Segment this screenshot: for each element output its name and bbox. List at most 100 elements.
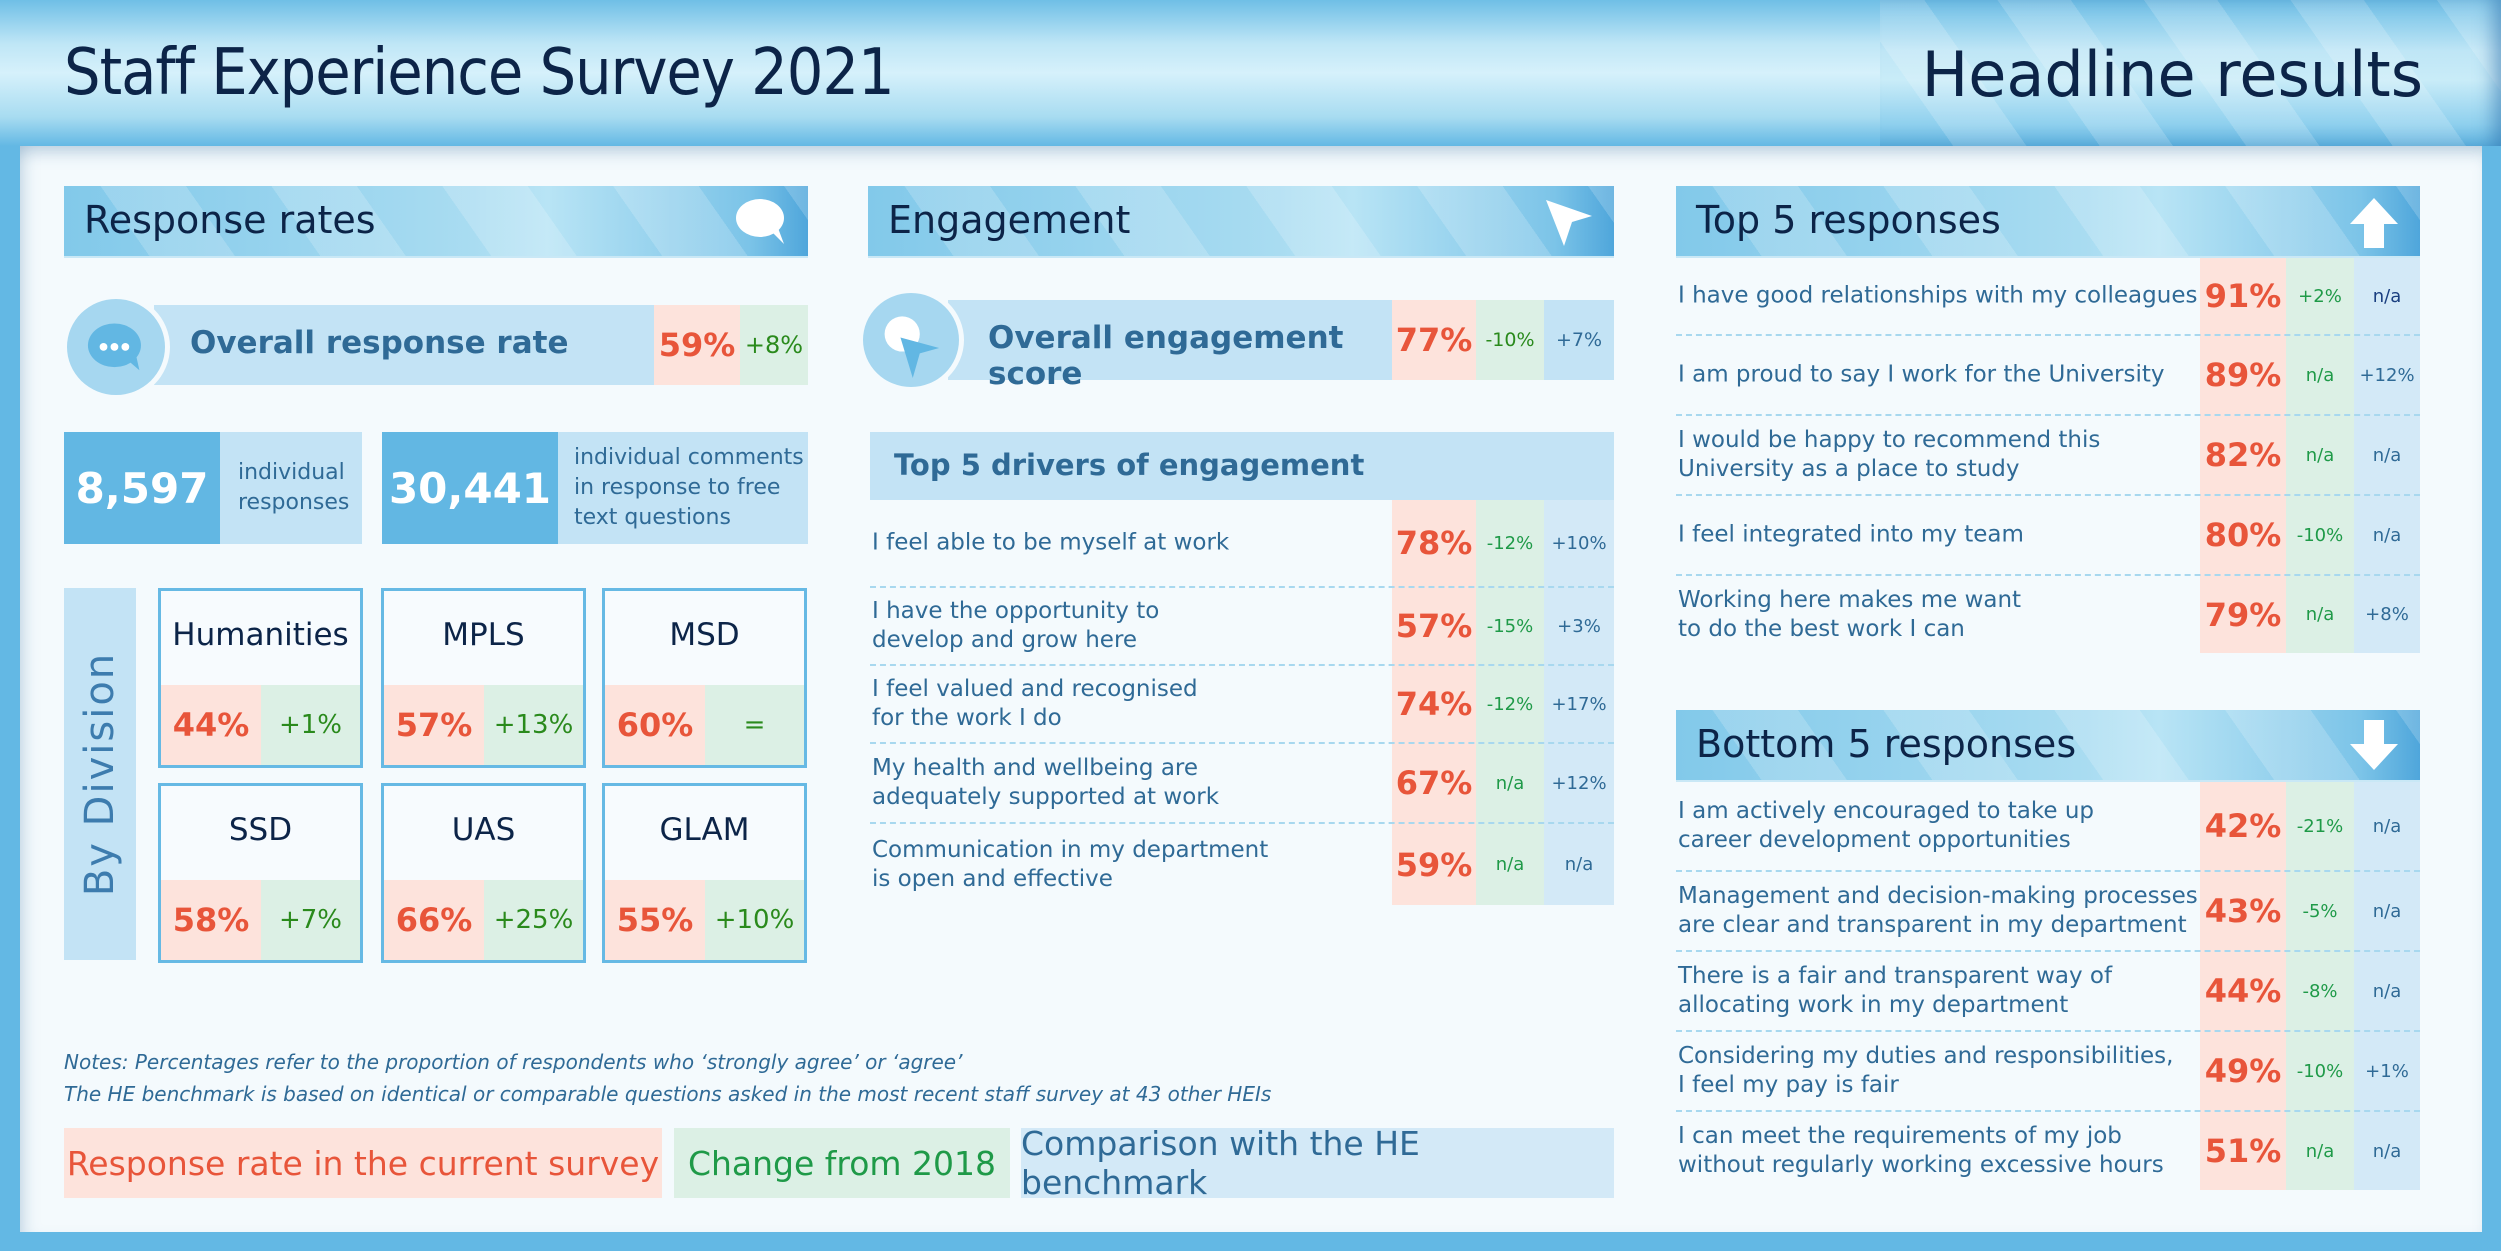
top5-header: Top 5 responses xyxy=(1676,186,2420,258)
drivers-header: Top 5 drivers of engagement xyxy=(870,432,1614,500)
table-row: I have good relationships with my collea… xyxy=(1676,258,2420,336)
score: 67% xyxy=(1395,764,1473,802)
benchmark: n/a xyxy=(2372,524,2402,546)
question-text: I am proud to say I work for the Univers… xyxy=(1678,361,2165,388)
engagement-header: Engagement xyxy=(868,186,1614,258)
score: 91% xyxy=(2204,277,2282,315)
benchmark: +10% xyxy=(1551,532,1607,554)
division-card: MPLS 57% +13% xyxy=(381,588,586,768)
by-division-label: By Division xyxy=(64,588,136,960)
overall-engagement-change: -10% xyxy=(1476,300,1544,380)
benchmark: +3% xyxy=(1557,615,1601,637)
score: 89% xyxy=(2204,356,2282,394)
question-text: Management and decision-making processes… xyxy=(1678,883,2198,938)
table-row: I can meet the requirements of my job wi… xyxy=(1676,1112,2420,1190)
page-subtitle: Headline results xyxy=(1921,38,2423,111)
overall-engagement-label: Overall engagement score xyxy=(988,320,1344,392)
question-text: I have the opportunity to develop and gr… xyxy=(872,598,1160,653)
division-card: MSD 60% = xyxy=(602,588,807,768)
note-line: The HE benchmark is based on identical o… xyxy=(64,1082,1272,1106)
question-text: I am actively encouraged to take up care… xyxy=(1678,798,2095,853)
page-title: Staff Experience Survey 2021 xyxy=(64,36,895,110)
benchmark: n/a xyxy=(2372,1140,2402,1162)
response-rates-header: Response rates xyxy=(64,186,808,258)
change: n/a xyxy=(1495,854,1525,875)
score: 43% xyxy=(2204,892,2282,930)
change: n/a xyxy=(2305,444,2335,466)
division-rate: 57% xyxy=(384,685,484,765)
overall-response-rate-change: +8% xyxy=(740,305,808,385)
subtitle-banner xyxy=(1880,0,2501,146)
table-row: I would be happy to recommend this Unive… xyxy=(1676,416,2420,496)
change: -10% xyxy=(2296,1060,2344,1082)
arrow-down-icon xyxy=(2350,720,2398,770)
benchmark: n/a xyxy=(1564,854,1594,875)
table-row: I feel valued and recognised for the wor… xyxy=(870,666,1614,744)
table-row: There is a fair and transparent way of a… xyxy=(1676,952,2420,1032)
table-row: I am actively encouraged to take up care… xyxy=(1676,782,2420,872)
arrow-up-icon xyxy=(2350,198,2398,248)
note-line: Notes: Percentages refer to the proporti… xyxy=(64,1050,963,1074)
overall-engagement-bar: Overall engagement score xyxy=(948,300,1392,392)
change: -10% xyxy=(2296,524,2344,546)
benchmark: +17% xyxy=(1551,693,1607,715)
score: 80% xyxy=(2204,516,2282,554)
division-rate: 60% xyxy=(605,685,705,765)
legend-benchmark: Comparison with the HE benchmark xyxy=(1021,1124,1614,1202)
division-change: +1% xyxy=(261,685,360,765)
division-change: +13% xyxy=(484,685,583,765)
division-name: Humanities xyxy=(172,617,349,653)
question-text: I feel able to be myself at work xyxy=(872,529,1230,556)
section-title: Top 5 responses xyxy=(1696,198,2001,242)
overall-response-rate-label: Overall response rate xyxy=(190,325,569,361)
change: -12% xyxy=(1486,693,1534,715)
question-text: I feel valued and recognised for the wor… xyxy=(872,676,1198,731)
table-row: Management and decision-making processes… xyxy=(1676,872,2420,952)
overall-engagement-score: 77% xyxy=(1392,300,1476,380)
division-card: UAS 66% +25% xyxy=(381,783,586,963)
change: -15% xyxy=(1486,615,1534,637)
bottom5-table: I am actively encouraged to take up care… xyxy=(1676,782,2420,1190)
responses-count: 8,597 xyxy=(64,432,220,544)
division-change: +25% xyxy=(484,880,583,960)
question-text: Communication in my department is open a… xyxy=(872,836,1269,892)
division-name: MSD xyxy=(669,617,740,653)
score: 59% xyxy=(1395,845,1473,884)
change: -8% xyxy=(2302,980,2338,1002)
benchmark: +12% xyxy=(2359,364,2415,386)
speech-bubble-icon xyxy=(736,199,784,244)
notes: Notes: Percentages refer to the proporti… xyxy=(64,1046,1271,1110)
score: 78% xyxy=(1395,524,1473,562)
change: +2% xyxy=(2298,285,2342,307)
table-row: I have the opportunity to develop and gr… xyxy=(870,588,1614,666)
division-change: +10% xyxy=(705,880,804,960)
division-rate: 55% xyxy=(605,880,705,960)
benchmark: +8% xyxy=(2365,604,2409,625)
division-name: SSD xyxy=(228,812,293,848)
score: 82% xyxy=(2204,436,2282,474)
question-text: I can meet the requirements of my job wi… xyxy=(1678,1123,2164,1178)
change: n/a xyxy=(1495,772,1525,794)
score: 57% xyxy=(1395,607,1473,645)
score: 42% xyxy=(2204,807,2282,845)
change: n/a xyxy=(2305,364,2335,386)
section-title: Response rates xyxy=(84,198,376,242)
overall-response-rate-value: 59% xyxy=(654,305,740,385)
benchmark: n/a xyxy=(2372,444,2402,466)
overall-engagement-benchmark: +7% xyxy=(1544,300,1614,380)
division-card: GLAM 55% +10% xyxy=(602,783,807,963)
table-row: I feel able to be myself at work 78% -12… xyxy=(870,500,1614,588)
score: 44% xyxy=(2204,972,2282,1010)
overall-response-rate-bar: Overall response rate xyxy=(154,305,654,385)
table-row: I feel integrated into my team 80% -10% … xyxy=(1676,496,2420,576)
question-text: Considering my duties and responsibiliti… xyxy=(1678,1043,2174,1098)
cursor-arrow-icon xyxy=(1546,200,1592,246)
division-name: MPLS xyxy=(442,617,525,653)
division-change: = xyxy=(705,685,804,765)
question-text: I feel integrated into my team xyxy=(1678,521,2024,548)
engagement-circle-icon xyxy=(858,288,964,392)
score: 74% xyxy=(1395,685,1473,723)
responses-count-label: individual responses xyxy=(220,432,362,544)
division-card: SSD 58% +7% xyxy=(158,783,363,963)
benchmark: n/a xyxy=(2372,900,2402,922)
